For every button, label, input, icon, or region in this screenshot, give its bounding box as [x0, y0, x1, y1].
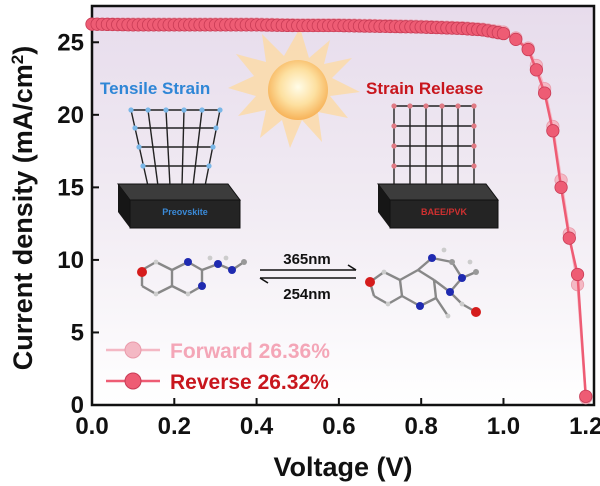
x-tick-label: 1.2 — [569, 413, 600, 440]
data-point — [529, 63, 543, 77]
series-reverse — [85, 17, 593, 403]
photo-switch-arrows — [259, 264, 357, 284]
legend-forward-label: Forward 26.36% — [170, 340, 330, 363]
inset-left-title: Tensile Strain — [100, 79, 210, 98]
data-point — [554, 180, 568, 194]
molecule-after — [365, 247, 481, 319]
data-point — [509, 32, 523, 46]
molecule-before — [137, 255, 247, 297]
inset-illustration: Tensile Strain Strain Release Preovskite — [100, 28, 499, 319]
inset-right-title: Strain Release — [366, 79, 483, 98]
y-tick-label: 0 — [71, 392, 84, 419]
y-axis-title: Current density (mA/cm2) — [8, 46, 38, 371]
legend-reverse: Reverse 26.32% — [106, 371, 329, 394]
plot-frame — [90, 4, 596, 407]
y-tick-label: 20 — [57, 102, 84, 129]
data-point — [579, 389, 593, 403]
x-axis: 0.0 0.2 0.4 0.6 0.8 1.0 1.2 — [75, 398, 600, 440]
x-tick-label: 0.8 — [404, 413, 437, 440]
data-point — [538, 86, 552, 100]
y-tick-label: 10 — [57, 247, 84, 274]
legend: Forward 26.36% Reverse 26.32% — [106, 340, 330, 394]
y-axis: 0 5 10 15 20 25 — [57, 29, 99, 419]
legend-forward: Forward 26.36% — [106, 340, 330, 363]
arrow-label-365nm: 365nm — [283, 251, 331, 268]
y-tick-label: 5 — [71, 319, 84, 346]
data-point — [521, 42, 535, 57]
arrow-label-254nm: 254nm — [283, 286, 331, 303]
x-tick-label: 0.2 — [158, 413, 191, 440]
data-point — [496, 26, 511, 41]
perovskite-box-label: Preovskite — [162, 207, 208, 217]
perovskite-substrate: Preovskite — [117, 183, 241, 229]
data-series — [85, 17, 593, 405]
y-tick-label: 25 — [57, 29, 84, 56]
sun-icon — [228, 28, 360, 148]
data-point — [570, 267, 585, 282]
x-tick-label: 0.6 — [322, 413, 355, 440]
x-axis-title: Voltage (V) — [273, 452, 412, 482]
x-tick-label: 1.0 — [487, 413, 520, 440]
x-tick-label: 0.0 — [75, 413, 108, 440]
legend-reverse-label: Reverse 26.32% — [170, 371, 329, 394]
data-point — [562, 231, 576, 245]
data-point — [546, 124, 560, 138]
baee-pvk-substrate: BAEE/PVK — [377, 183, 499, 229]
x-tick-label: 0.4 — [240, 413, 274, 440]
y-tick-label: 15 — [57, 174, 84, 201]
baee-pvk-box-label: BAEE/PVK — [421, 207, 468, 217]
